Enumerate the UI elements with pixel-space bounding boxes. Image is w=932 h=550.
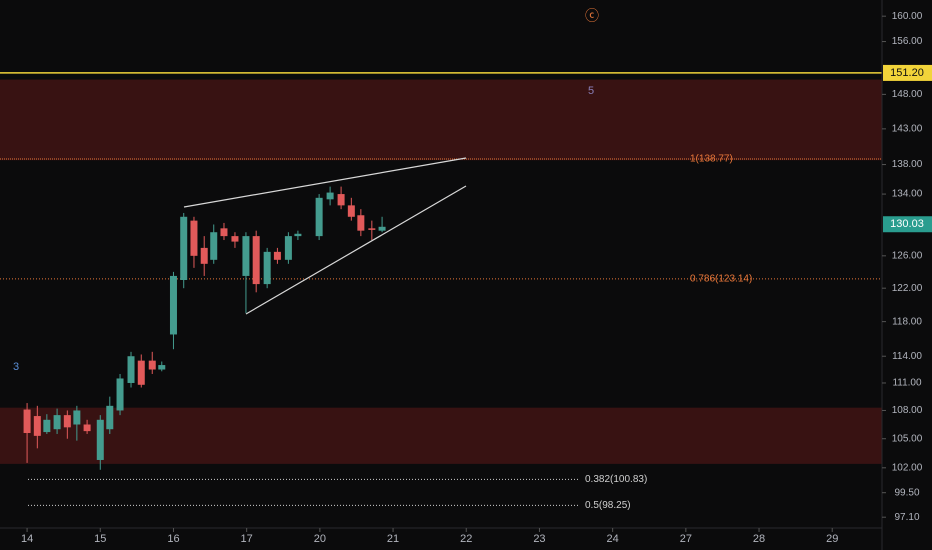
candle-body [357,215,365,231]
x-tick-label: 16 [167,533,179,545]
candle-body [337,194,345,206]
candle-body [127,356,135,383]
x-tick-label: 28 [753,533,765,545]
wave-label: 5 [588,85,594,97]
fib-label: 1(138.77) [690,154,733,165]
candle-body [83,424,91,432]
wave-label: ⓒ [585,8,599,24]
x-tick-label: 23 [533,533,545,545]
candle-body [180,216,188,280]
x-tick-label: 22 [460,533,472,545]
candle-body [106,405,114,430]
y-tick-label: 97.10 [894,512,919,523]
y-tick-label: 108.00 [892,405,923,416]
wedge-upper [183,157,467,208]
plot: 1(138.77) 0.786(123.14) 0.382(100.83) 0.5(9… [0,72,882,511]
y-tick-label: 143.00 [892,123,923,134]
y-tick-label: 148.00 [892,89,923,100]
y-tick-label: 138.00 [892,159,923,170]
candle-body [148,360,156,370]
candle-body [220,228,228,237]
x-tick-label: 15 [94,533,106,545]
candle-body [347,205,355,217]
y-tick-label: 114.00 [892,351,922,362]
candle-body [23,409,31,434]
candle-body [137,360,145,385]
zone [0,407,882,464]
candle-body [284,236,292,260]
y-tick-label: 156.00 [892,36,923,47]
candle-body [53,415,61,430]
candle-body [273,251,281,260]
wave-label: 3 [13,361,19,373]
y-tick-label: 105.00 [892,433,923,444]
y-tick-label: 134.00 [892,189,923,200]
candle-body [294,233,302,237]
candle-body [231,236,239,242]
x-tick-label: 17 [241,533,253,545]
y-tick-label: 122.00 [892,283,923,294]
fib-label: 0.382(100.83) [585,474,647,485]
candle-body [190,220,198,256]
x-tick-label: 14 [21,533,33,545]
candle-body [158,365,166,370]
candle-body [43,419,51,433]
y-tick-label: 99.50 [894,487,919,498]
y-tick-label: 118.00 [892,316,922,327]
candle-body [96,419,104,460]
x-tick-label: 21 [387,533,399,545]
wedge-lower [245,185,467,315]
candle-body [210,232,218,260]
candle-body [73,410,81,425]
candle-body [326,192,334,200]
x-tick-label: 29 [826,533,838,545]
candle-body [33,416,41,436]
candle-body [263,251,271,285]
fib-label: 0.786(123.14) [690,273,752,284]
candle-body [315,197,323,237]
last-price-badge [883,216,932,233]
zone [0,79,882,161]
candle-body [200,247,208,264]
price-badge [883,64,932,81]
candle-body [63,415,71,428]
candle-body [252,236,260,285]
candle-body [242,236,250,276]
price-badge-label: 151.20 [890,67,924,79]
x-tick-label: 27 [680,533,692,545]
y-tick-label: 126.00 [892,250,923,261]
y-tick-label: 160.00 [892,11,923,22]
y-tick-label: 111.00 [892,378,922,389]
fib-label: 0.5(98.25) [585,500,631,511]
candle-body [169,275,177,335]
candle-body [378,226,386,231]
y-tick-label: 102.00 [892,462,923,473]
last-price-label: 130.03 [890,218,924,230]
candle-body [368,228,376,230]
x-tick-label: 20 [314,533,326,545]
x-tick-label: 24 [607,533,619,545]
candle-body [116,378,124,411]
